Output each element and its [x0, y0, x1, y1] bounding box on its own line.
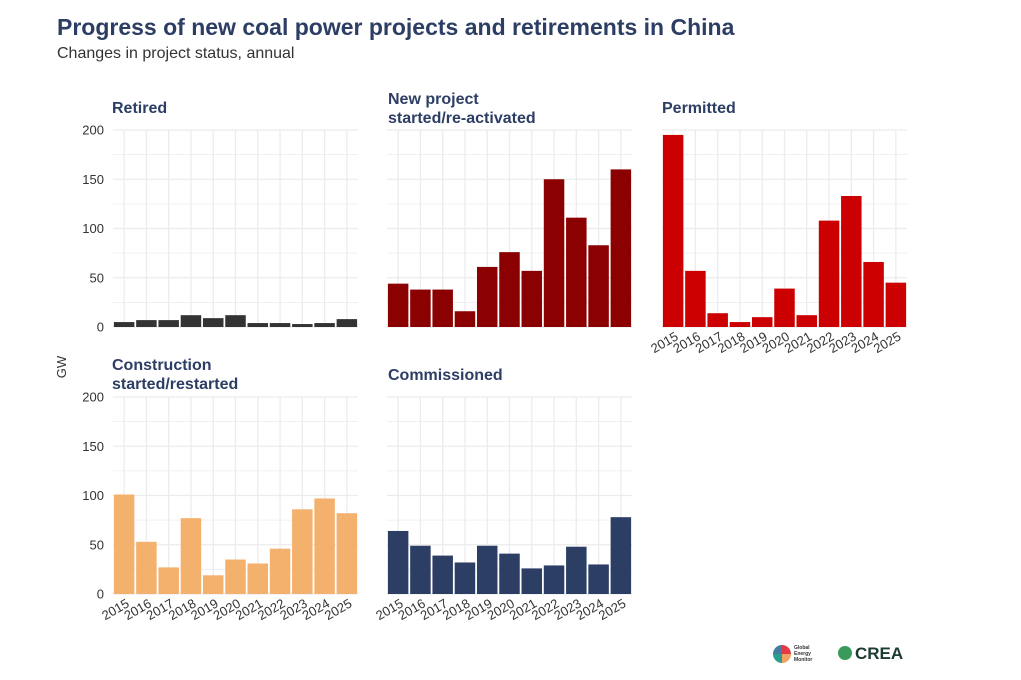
panel-title: started/restarted: [112, 376, 238, 393]
y-tick-label: 200: [82, 123, 104, 138]
bar-2018[interactable]: [729, 322, 751, 327]
bar-2019[interactable]: [202, 575, 224, 594]
y-tick-label: 150: [82, 439, 104, 454]
y-tick-label: 0: [97, 587, 104, 602]
y-tick-label: 0: [97, 320, 104, 335]
bar-2020[interactable]: [499, 252, 520, 327]
y-axis-label: GW: [54, 355, 69, 378]
bar-2020[interactable]: [499, 553, 520, 594]
bar-2015[interactable]: [662, 134, 684, 327]
bar-2015[interactable]: [113, 494, 135, 594]
bar-2016[interactable]: [136, 541, 157, 594]
bar-2016[interactable]: [685, 270, 706, 327]
chart-subtitle: Changes in project status, annual: [57, 45, 295, 62]
bar-2025[interactable]: [610, 169, 632, 327]
bar-2025[interactable]: [336, 513, 358, 594]
panel-title: Permitted: [662, 100, 736, 117]
y-tick-label: 100: [82, 488, 104, 503]
bar-2017[interactable]: [432, 555, 453, 594]
bar-2019[interactable]: [476, 545, 498, 594]
bar-2017[interactable]: [432, 289, 453, 327]
y-tick-label: 150: [82, 172, 104, 187]
y-tick-label: 50: [90, 537, 104, 552]
gem-logo: Global Energy Monitor: [773, 644, 823, 666]
bar-2023[interactable]: [566, 217, 587, 327]
y-tick-label: 200: [82, 390, 104, 405]
bar-2019[interactable]: [202, 318, 224, 327]
bar-2016[interactable]: [136, 320, 157, 327]
bar-2015[interactable]: [387, 283, 409, 327]
panel-title: Retired: [112, 100, 167, 117]
bar-2025[interactable]: [336, 319, 358, 327]
crea-logo-text: CREA: [855, 644, 904, 663]
bar-2017[interactable]: [158, 567, 179, 594]
bar-2023[interactable]: [292, 324, 313, 327]
bar-2023[interactable]: [841, 195, 862, 327]
bar-2022[interactable]: [269, 323, 291, 327]
bar-2024[interactable]: [588, 564, 609, 594]
chart-title: Progress of new coal power projects and …: [57, 14, 735, 40]
bar-2019[interactable]: [476, 266, 498, 327]
bar-2020[interactable]: [225, 315, 246, 327]
bar-2016[interactable]: [410, 545, 431, 594]
bar-2018[interactable]: [454, 311, 476, 327]
bar-2024[interactable]: [314, 498, 335, 594]
bar-2021[interactable]: [796, 315, 818, 327]
bar-2020[interactable]: [225, 559, 246, 594]
bar-2022[interactable]: [818, 220, 840, 327]
y-tick-label: 100: [82, 221, 104, 236]
crea-logo-icon: [838, 646, 852, 660]
bar-2017[interactable]: [158, 320, 179, 327]
bar-2024[interactable]: [588, 245, 609, 327]
crea-logo: CREA: [838, 644, 903, 664]
panel-title: Commissioned: [388, 367, 503, 384]
panel-title: New project: [388, 91, 479, 108]
bar-2018[interactable]: [180, 518, 202, 594]
bar-2015[interactable]: [387, 530, 409, 594]
bar-2022[interactable]: [543, 179, 565, 327]
bar-2023[interactable]: [292, 509, 313, 594]
bar-2025[interactable]: [885, 282, 907, 327]
bar-2020[interactable]: [774, 288, 795, 327]
bar-2024[interactable]: [314, 323, 335, 327]
bar-2018[interactable]: [180, 315, 202, 327]
bar-2022[interactable]: [543, 565, 565, 594]
bar-2024[interactable]: [863, 261, 884, 327]
bar-2021[interactable]: [247, 563, 269, 594]
bar-2017[interactable]: [707, 313, 728, 327]
bar-2018[interactable]: [454, 562, 476, 594]
bar-2019[interactable]: [751, 317, 773, 327]
bar-2016[interactable]: [410, 289, 431, 327]
bar-2023[interactable]: [566, 546, 587, 594]
panel-title: Construction: [112, 357, 212, 374]
panel-title: started/re-activated: [388, 110, 536, 127]
gem-logo-text: Global Energy Monitor: [794, 645, 813, 663]
bar-2025[interactable]: [610, 517, 632, 594]
gem-logo-icon: [773, 645, 791, 663]
bar-2021[interactable]: [247, 323, 269, 327]
bar-2021[interactable]: [521, 270, 543, 327]
bar-2021[interactable]: [521, 568, 543, 594]
bar-2022[interactable]: [269, 548, 291, 594]
y-tick-label: 50: [90, 270, 104, 285]
bar-2015[interactable]: [113, 322, 135, 327]
